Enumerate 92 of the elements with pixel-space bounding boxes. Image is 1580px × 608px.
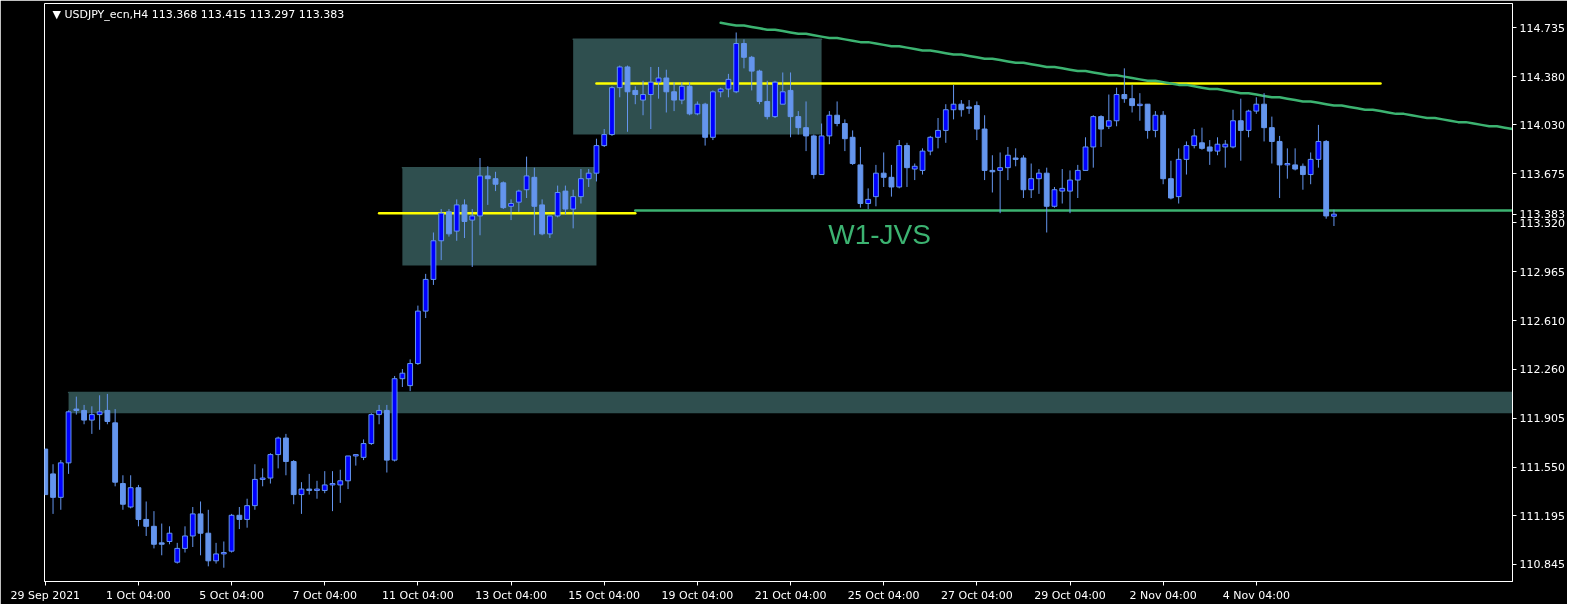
candlestick — [267, 452, 274, 485]
candlestick — [966, 99, 972, 115]
line-series — [719, 21, 1513, 131]
candlestick — [1067, 169, 1073, 214]
candlestick — [748, 55, 755, 91]
candlestick — [174, 542, 181, 565]
candlestick — [578, 168, 584, 205]
x-tick-label: 4 Nov 04:00 — [1222, 588, 1290, 602]
candlestick — [997, 151, 1004, 214]
candlestick — [1028, 163, 1035, 199]
candlestick — [570, 189, 577, 229]
x-tick-label: 13 Oct 04:00 — [475, 588, 547, 602]
candlestick — [1004, 146, 1011, 181]
candlestick — [143, 500, 150, 537]
y-tick-label: 112.965 — [1519, 265, 1565, 279]
candlestick — [446, 208, 452, 238]
candlestick — [50, 463, 56, 515]
candlestick — [1331, 209, 1337, 227]
candlestick — [973, 100, 980, 141]
candlestick — [1105, 94, 1112, 130]
candlestick — [764, 80, 771, 120]
candlestick — [841, 118, 848, 152]
y-tick-label: 114.380 — [1519, 70, 1565, 84]
candlestick — [283, 433, 289, 476]
candlestick — [725, 73, 732, 98]
candlestick — [314, 480, 320, 500]
y-tick-label: 114.735 — [1519, 21, 1565, 35]
y-tick-label: 111.905 — [1519, 412, 1565, 426]
candlestick — [803, 100, 809, 152]
candlestick — [834, 100, 841, 127]
candlestick — [647, 66, 654, 130]
candlestick — [935, 117, 941, 149]
candlestick — [671, 81, 677, 112]
y-tick-label: 112.260 — [1519, 363, 1565, 377]
x-tick-label: 11 Oct 04:00 — [382, 588, 454, 602]
candlestick — [1191, 128, 1198, 149]
candlestick — [546, 215, 553, 239]
candlestick — [873, 164, 879, 207]
candlestick — [151, 510, 157, 549]
x-tick-label: 19 Oct 04:00 — [661, 588, 734, 602]
y-tick-label: 110.845 — [1519, 558, 1565, 572]
x-tick-label: 5 Oct 04:00 — [199, 588, 264, 602]
x-tick-label: 15 Oct 04:00 — [568, 588, 641, 602]
candlestick — [158, 523, 165, 556]
candlestick — [1074, 164, 1081, 199]
y-tick-label: 114.030 — [1519, 118, 1565, 132]
y-tick-label: 111.550 — [1519, 461, 1565, 474]
x-tick-label: 27 Oct 04:00 — [940, 588, 1013, 602]
candlestick — [1199, 127, 1205, 151]
candlestick — [244, 498, 251, 529]
candlestick — [81, 404, 87, 425]
candlestick — [927, 135, 934, 156]
y-tick-label: 112.610 — [1519, 314, 1565, 328]
candlestick — [1299, 163, 1306, 191]
candlestick — [321, 470, 328, 494]
y-tick-label: 111.195 — [1519, 509, 1565, 523]
x-tick-label: 2 Nov 04:00 — [1129, 588, 1197, 602]
y-tick-label: 113.675 — [1519, 167, 1565, 181]
x-tick-label: 7 Oct 04:00 — [292, 588, 358, 602]
x-tick-label: 29 Oct 04:00 — [1034, 588, 1106, 602]
candlestick — [1129, 84, 1136, 113]
candlestick — [1268, 116, 1275, 165]
x-tick-label: 21 Oct 04:00 — [754, 588, 827, 602]
candlestick — [376, 404, 382, 425]
candlestick — [1136, 92, 1143, 122]
candlestick — [1168, 160, 1174, 200]
candlestick — [826, 110, 833, 145]
candlestick — [275, 436, 282, 469]
candlestick — [1082, 136, 1089, 171]
candlestick — [1098, 114, 1104, 148]
candlestick — [407, 358, 414, 392]
candlestick — [508, 198, 514, 221]
candlestick — [640, 80, 646, 116]
candlestick — [942, 103, 949, 144]
x-tick-label: 25 Oct 04:00 — [847, 588, 920, 602]
candlestick — [678, 81, 685, 105]
candlestick — [904, 142, 910, 188]
candlestick — [88, 405, 95, 435]
series-label: W1-JVS — [828, 219, 931, 251]
candlestick — [182, 525, 188, 554]
candlestick — [741, 38, 747, 69]
candlestick — [1261, 92, 1267, 142]
candlestick — [220, 541, 227, 569]
candlestick — [213, 542, 219, 565]
candlestick — [865, 187, 872, 210]
candlestick — [120, 474, 126, 511]
chart-title: ▼ USDJPY_ecn,H4 113.368 113.415 113.297 113.383 — [52, 7, 345, 21]
candlestick — [484, 165, 491, 206]
x-tick-label: 29 Sep 2021 — [10, 588, 81, 602]
candlestick — [1036, 168, 1042, 195]
candlestick — [1183, 140, 1190, 176]
x-tick-label: 1 Oct 04:00 — [106, 588, 171, 602]
